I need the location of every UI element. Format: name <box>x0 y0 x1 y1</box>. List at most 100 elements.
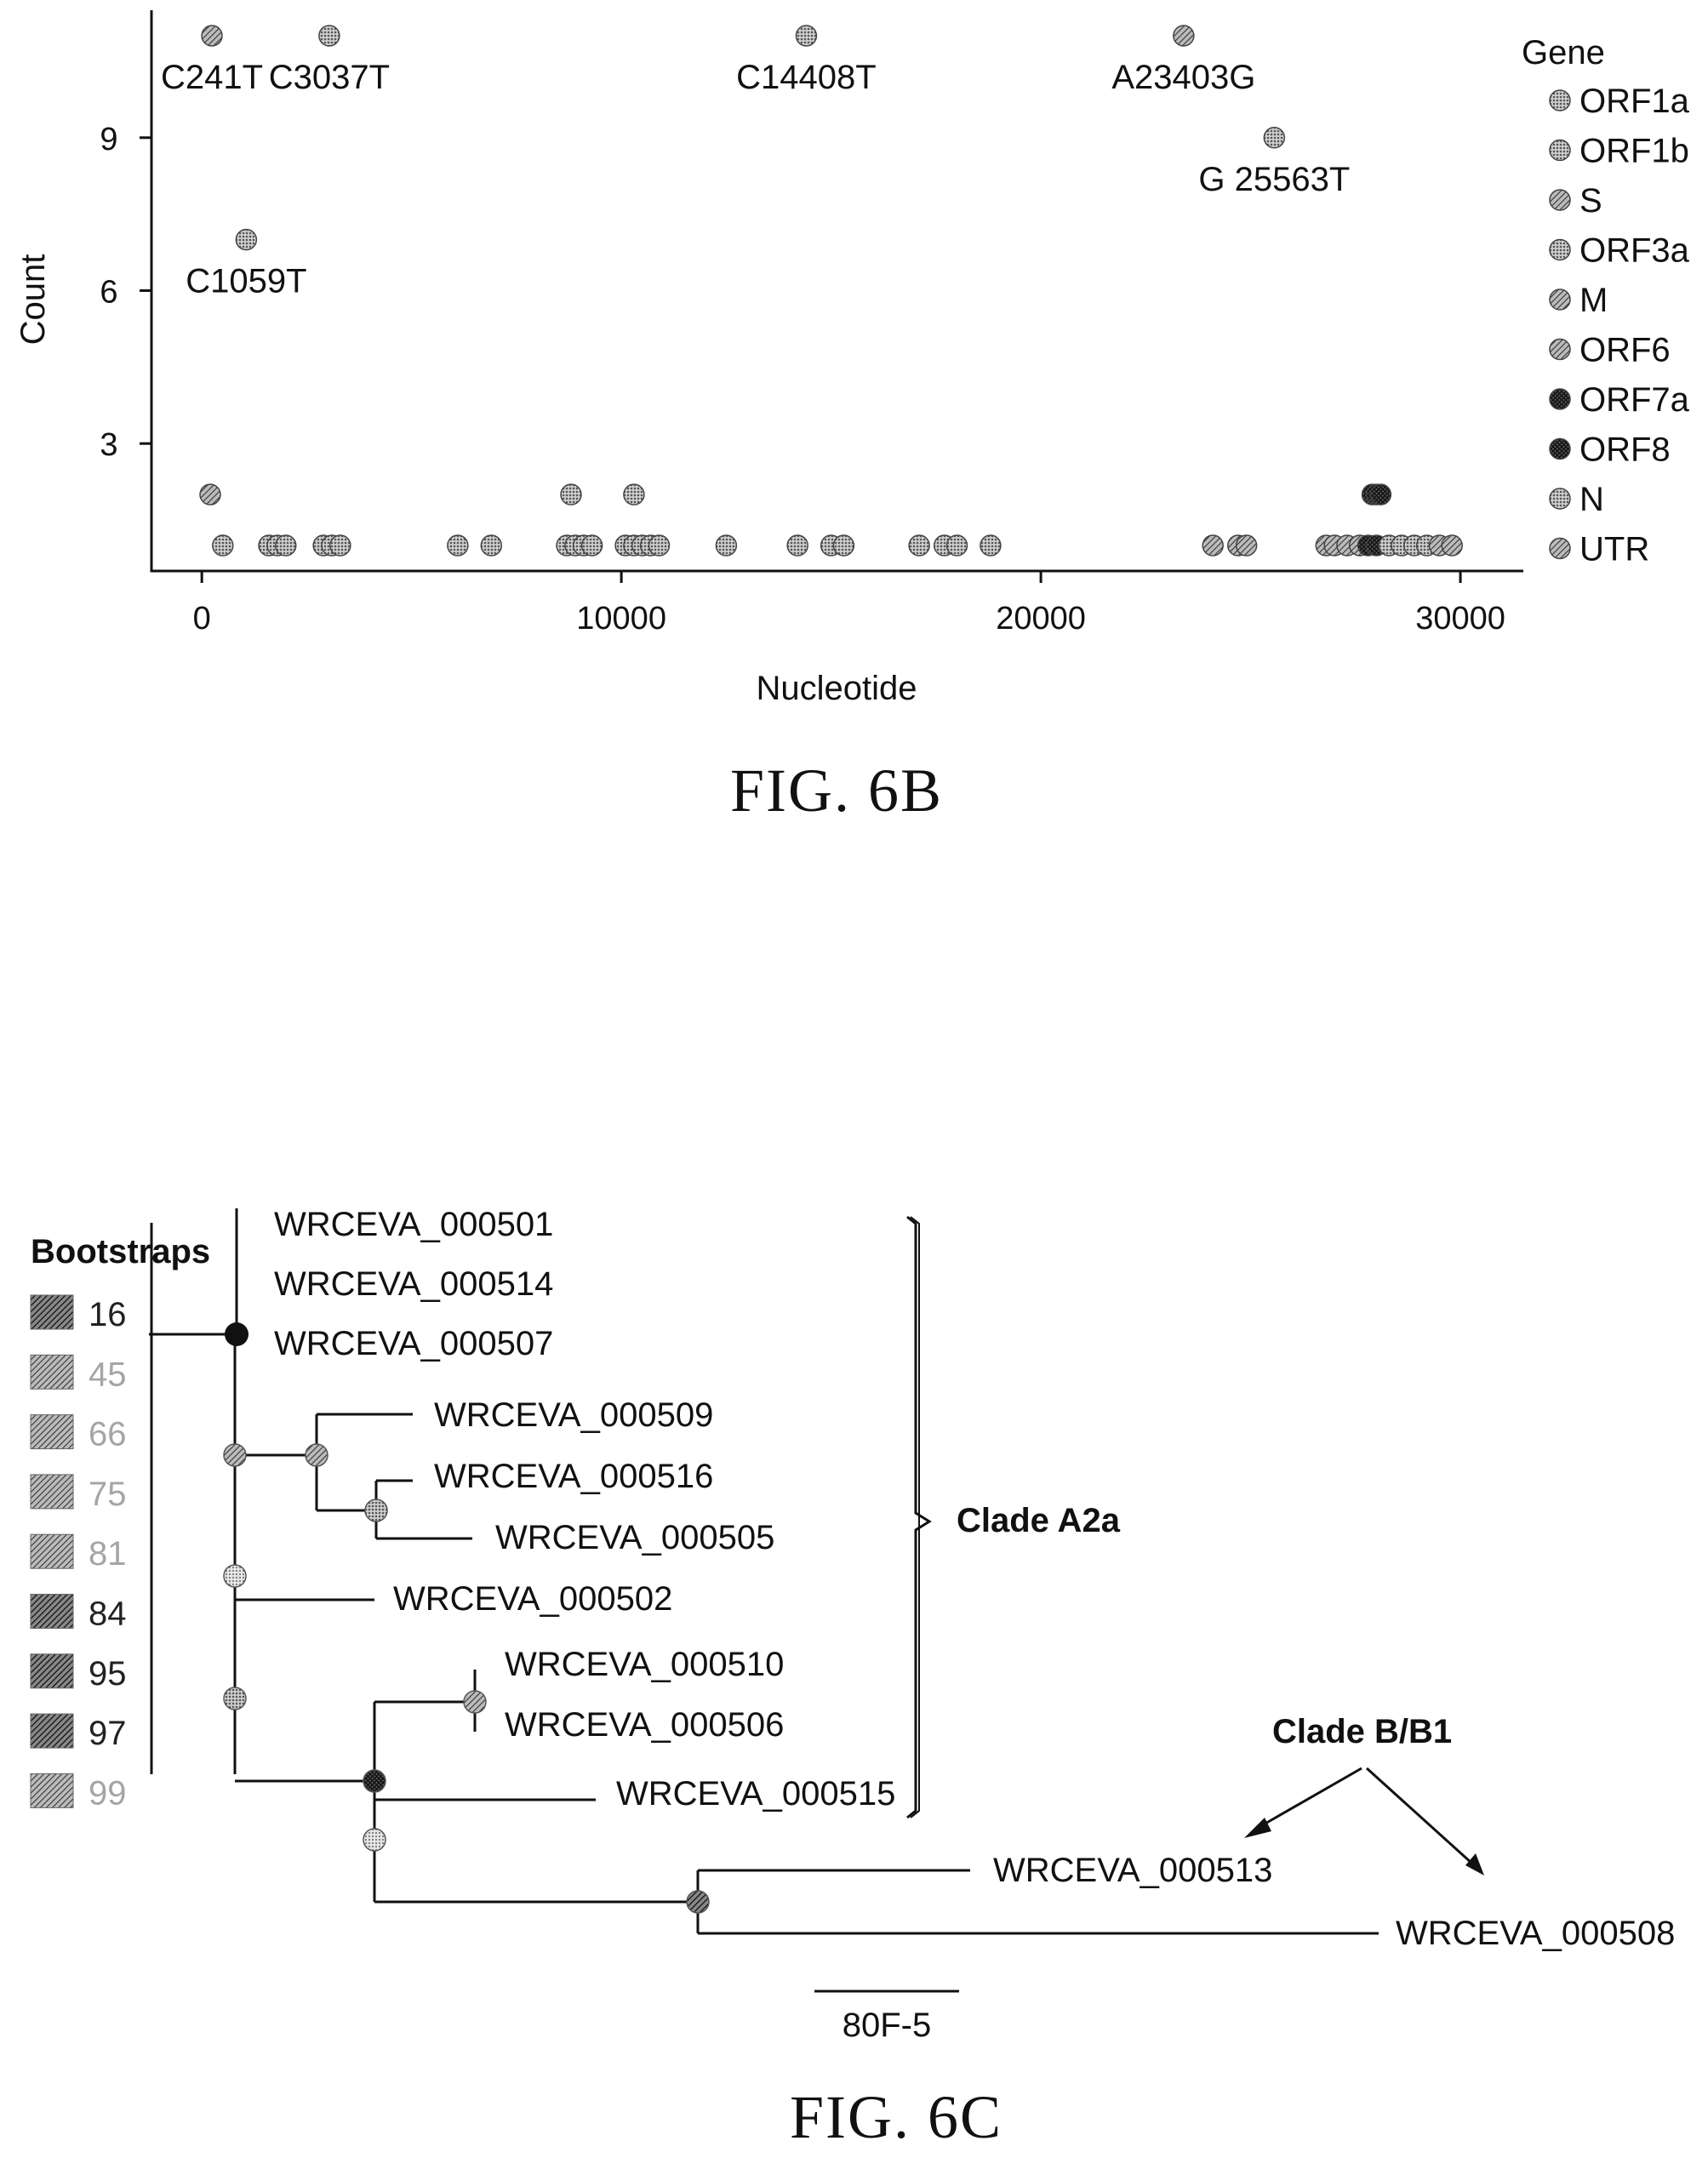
data-point <box>447 534 469 557</box>
clade-a2a-bracket-inner <box>910 1216 920 1818</box>
data-point <box>201 25 223 47</box>
data-point <box>480 534 503 557</box>
bootstrap-swatch <box>30 1773 74 1808</box>
tree-nodes <box>223 1443 710 1914</box>
data-point <box>1441 534 1463 557</box>
leaf-label: WRCEVA_000501 <box>274 1206 553 1243</box>
x-tick-label: 10000 <box>576 601 666 637</box>
leaf-label: WRCEVA_000510 <box>505 1646 784 1683</box>
bootstrap-swatch <box>30 1713 74 1749</box>
data-point <box>786 534 808 557</box>
y-tick-label: 6 <box>100 275 117 311</box>
y-tick-label: 9 <box>100 122 117 157</box>
bootstrap-value: 95 <box>89 1655 127 1693</box>
legend-swatch <box>1549 238 1571 261</box>
legend-swatch <box>1549 437 1571 460</box>
clade-b-label: Clade B/B1 <box>1272 1713 1452 1750</box>
legend-swatch <box>1549 388 1571 410</box>
legend-label: ORF8 <box>1579 431 1671 469</box>
legend-swatch <box>1549 488 1571 510</box>
scale-bar-label: 80F-5 <box>843 2007 932 2044</box>
data-point <box>832 534 855 557</box>
data-point <box>1202 534 1224 557</box>
root-node <box>225 1322 248 1346</box>
data-point <box>1235 534 1258 557</box>
data-point <box>1263 127 1286 149</box>
legend-title: Gene <box>1522 34 1605 71</box>
tree-node <box>305 1443 328 1467</box>
legend-label: ORF3a <box>1579 232 1690 270</box>
bootstrap-swatch <box>30 1653 74 1689</box>
tree-node <box>223 1564 247 1588</box>
point-annotation-label: C14408T <box>736 59 877 96</box>
data-point <box>1173 25 1195 47</box>
bootstrap-swatch <box>30 1474 74 1510</box>
tree-node <box>686 1890 710 1914</box>
data-point <box>908 534 930 557</box>
leaf-label: WRCEVA_000516 <box>434 1458 713 1495</box>
bootstrap-swatch <box>30 1354 74 1390</box>
data-point <box>648 534 671 557</box>
x-tick-label: 30000 <box>1415 601 1505 637</box>
data-point <box>580 534 603 557</box>
data-point <box>199 483 221 505</box>
leaf-label: WRCEVA_000506 <box>505 1706 784 1744</box>
bootstrap-value: 16 <box>89 1296 127 1333</box>
legend-label: ORF6 <box>1579 332 1671 369</box>
data-point <box>945 534 968 557</box>
legend-label: UTR <box>1579 531 1649 568</box>
leaf-label: WRCEVA_000515 <box>616 1775 895 1813</box>
point-annotation-label: C241T <box>161 59 263 96</box>
legend-swatch <box>1549 537 1571 560</box>
legend-label: S <box>1579 182 1602 220</box>
legend-swatch <box>1549 338 1571 361</box>
tree-node <box>223 1443 247 1467</box>
point-annotation-label: G 25563T <box>1198 161 1350 198</box>
data-point <box>329 534 351 557</box>
clade-b-arrows <box>1244 1767 1484 1875</box>
leaf-label: WRCEVA_000513 <box>993 1852 1272 1889</box>
bootstrap-swatch <box>30 1594 74 1629</box>
point-annotation-label: A23403G <box>1111 59 1255 96</box>
data-point <box>980 534 1002 557</box>
x-tick-label: 0 <box>193 601 211 637</box>
legend-label: ORF1b <box>1579 133 1689 170</box>
legend-swatch <box>1549 189 1571 211</box>
tree-node <box>223 1687 247 1710</box>
data-point <box>623 483 645 505</box>
clade-a2a-bracket <box>906 1215 932 1819</box>
point-annotation-label: C3037T <box>269 59 390 96</box>
figure-caption-6c: FIG. 6C <box>790 2083 1003 2151</box>
legend-swatch <box>1549 288 1571 311</box>
bootstrap-value: 66 <box>89 1416 127 1453</box>
data-point <box>235 228 258 251</box>
leaf-label: WRCEVA_000509 <box>434 1396 713 1434</box>
bootstrap-value: 99 <box>89 1774 127 1812</box>
bootstrap-value: 75 <box>89 1476 127 1513</box>
legend-label: M <box>1579 282 1608 319</box>
bootstrap-swatch <box>30 1294 74 1330</box>
y-axis-ticks: 3 6 9 <box>100 122 151 463</box>
legend-label: ORF1a <box>1579 83 1690 120</box>
data-point <box>560 483 582 505</box>
clade-a2a-label: Clade A2a <box>957 1502 1121 1539</box>
leaf-label: WRCEVA_000508 <box>1396 1915 1675 1952</box>
tree-node <box>363 1828 386 1852</box>
data-point <box>318 25 340 47</box>
legend-label: ORF7a <box>1579 381 1690 419</box>
bootstrap-swatch <box>30 1414 74 1450</box>
tree-node <box>364 1499 388 1522</box>
leaf-label: WRCEVA_000514 <box>274 1265 553 1303</box>
legend-swatch <box>1549 139 1571 162</box>
data-point <box>212 534 234 557</box>
data-point <box>274 534 297 557</box>
bootstrap-value: 81 <box>89 1535 127 1573</box>
bootstrap-value: 97 <box>89 1715 127 1752</box>
point-annotation-label: C1059T <box>186 263 306 300</box>
bootstraps-legend: 16 45 66 75 81 84 95 97 99 <box>30 1294 127 1812</box>
data-point <box>1369 483 1392 505</box>
leaf-label: WRCEVA_000507 <box>274 1325 553 1362</box>
legend-label: N <box>1579 481 1604 518</box>
legend-swatch <box>1549 89 1571 111</box>
